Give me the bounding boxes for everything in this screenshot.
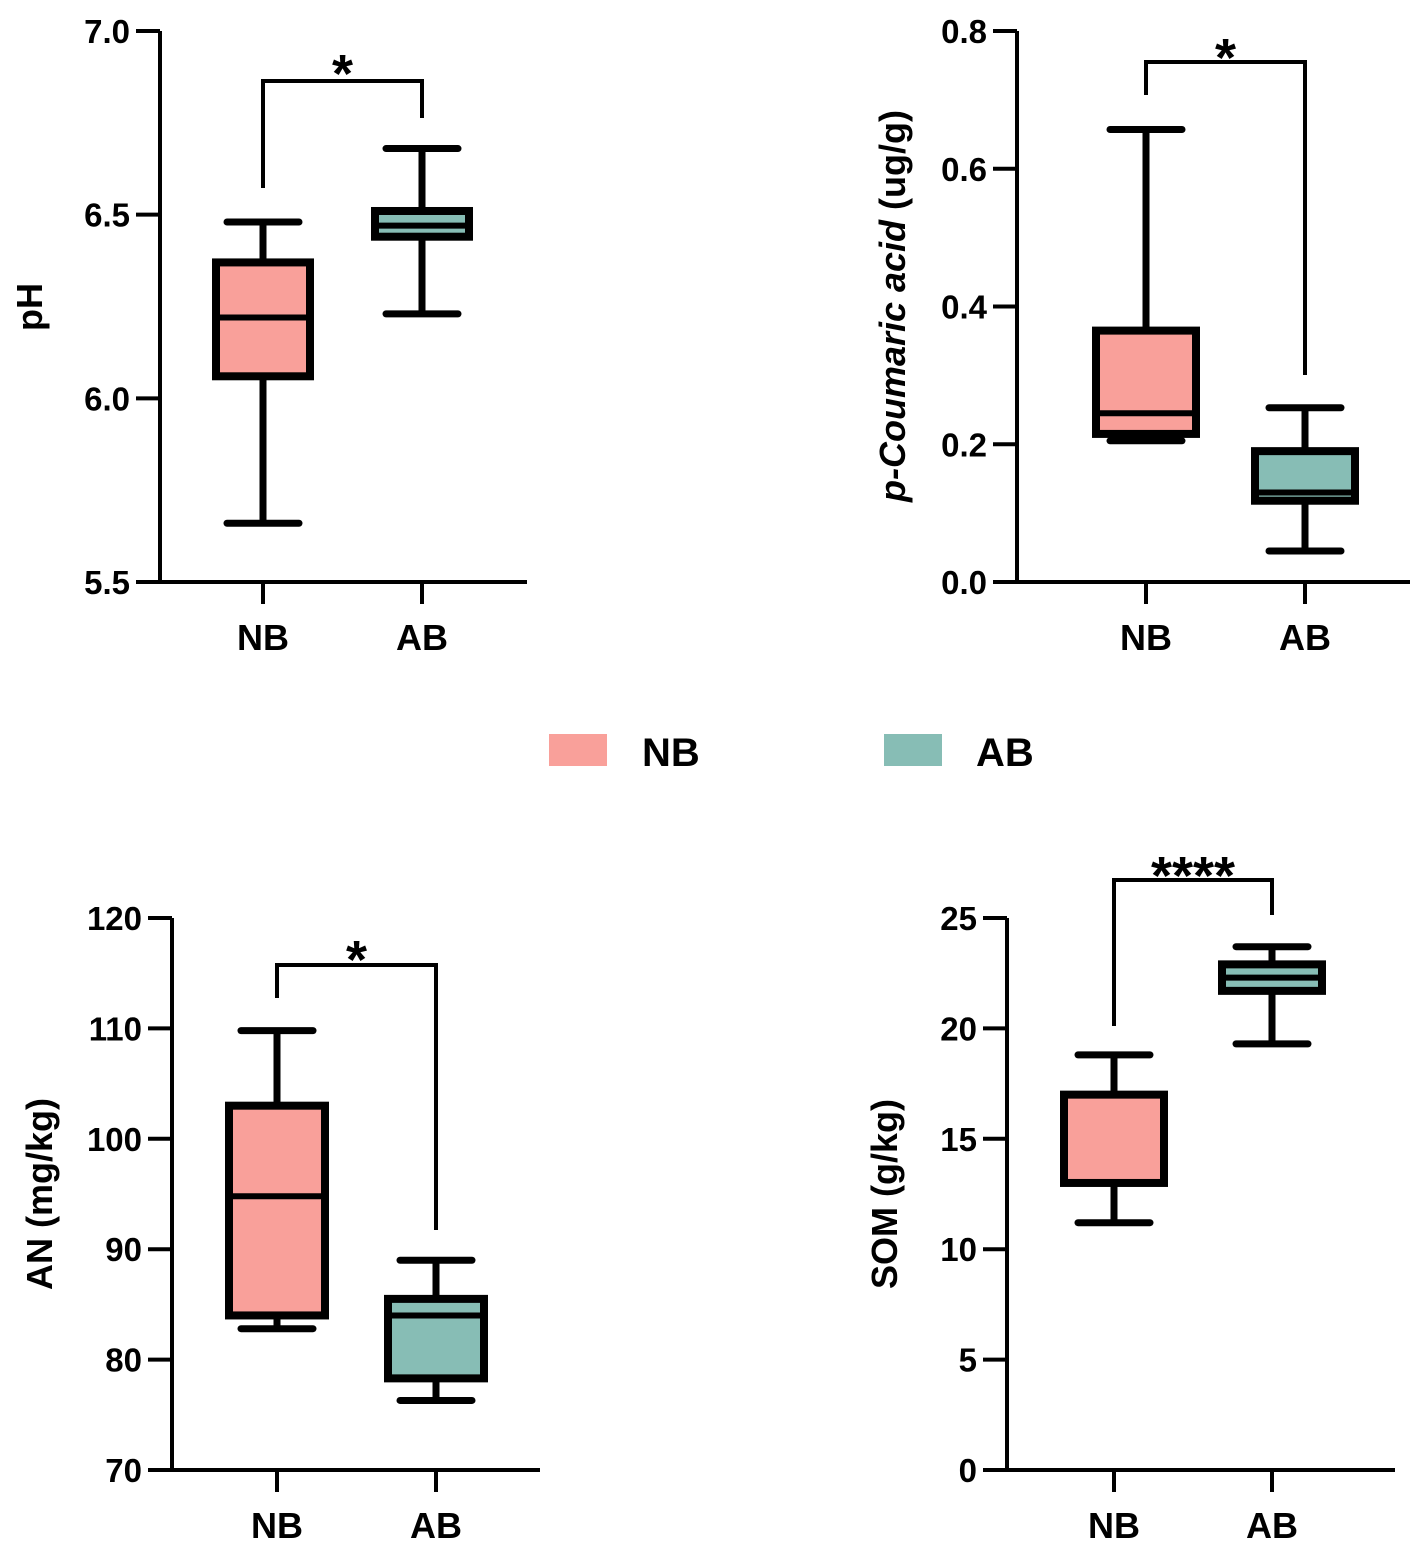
y-axis-label: AN (mg/kg) (19, 1098, 60, 1290)
legend-label-ab: AB (976, 731, 1034, 775)
box-ab (384, 1294, 488, 1383)
significance-bracket (275, 963, 438, 1230)
x-tick-label: NB (1088, 1505, 1140, 1546)
y-tick-label: 25 (940, 900, 977, 937)
chart-panel-1: 5.5 6.0 6.5 7.0 NB AB pH * (9, 13, 527, 658)
significance-bracket (261, 79, 424, 188)
legend-swatch-ab (884, 734, 942, 766)
y-tick-label: 90 (105, 1231, 142, 1268)
x-tick-label: NB (237, 617, 289, 658)
y-tick-label: 7.0 (84, 13, 130, 50)
significance-label: **** (1151, 846, 1235, 906)
x-tick-label: NB (1120, 617, 1172, 658)
y-tick-label: 15 (940, 1121, 977, 1158)
y-tick-label: 5 (959, 1342, 977, 1379)
y-tick-label: 0.8 (941, 13, 987, 50)
y-tick-label: 0.6 (941, 151, 987, 188)
y-tick-label: 120 (87, 900, 142, 937)
chart-panel-3: 70 80 90 100 110 120 NB AB AN (mg/kg) * (19, 900, 540, 1546)
x-tick-label: AB (410, 1505, 462, 1546)
y-tick-label: 6.5 (84, 197, 130, 234)
legend-swatch-nb (549, 734, 607, 766)
significance-label: * (1215, 28, 1236, 88)
x-tick-label: AB (396, 617, 448, 658)
legend-label-nb: NB (642, 731, 700, 775)
y-tick-label: 6.0 (84, 380, 130, 417)
box-nb (1060, 1090, 1168, 1187)
y-axis-label: p-Coumaric acid (ug/g) (872, 110, 913, 503)
y-tick-label: 0.0 (941, 564, 987, 601)
x-tick-label: AB (1279, 617, 1331, 658)
legend: NB AB (549, 731, 1034, 775)
significance-label: * (332, 44, 353, 104)
x-tick-label: NB (251, 1505, 303, 1546)
chart-panel-2: 0.0 0.2 0.4 0.6 0.8 NB AB p-Coumaric acid (ug/g… (872, 13, 1410, 658)
y-tick-label: 10 (940, 1231, 977, 1268)
y-tick-label: 0.4 (941, 289, 988, 326)
y-tick-label: 20 (940, 1010, 977, 1047)
y-tick-label: 5.5 (84, 564, 130, 601)
y-tick-label: 70 (105, 1452, 142, 1489)
y-axis-label: SOM (g/kg) (864, 1099, 905, 1289)
chart-panel-4: 0 5 10 15 20 25 NB AB SOM (g/kg) **** (864, 846, 1395, 1546)
y-tick-label: 0.2 (941, 426, 987, 463)
significance-label: * (346, 930, 367, 990)
y-tick-label: 80 (105, 1342, 142, 1379)
significance-bracket (1144, 60, 1307, 375)
y-axis-label: pH (9, 283, 50, 331)
box-nb (225, 1101, 329, 1320)
y-tick-label: 0 (959, 1452, 977, 1489)
y-tick-label: 110 (89, 1010, 142, 1047)
x-tick-label: AB (1246, 1505, 1298, 1546)
y-tick-label: 100 (87, 1121, 142, 1158)
significance-bracket (1112, 878, 1274, 1026)
box-nb (1092, 326, 1200, 438)
